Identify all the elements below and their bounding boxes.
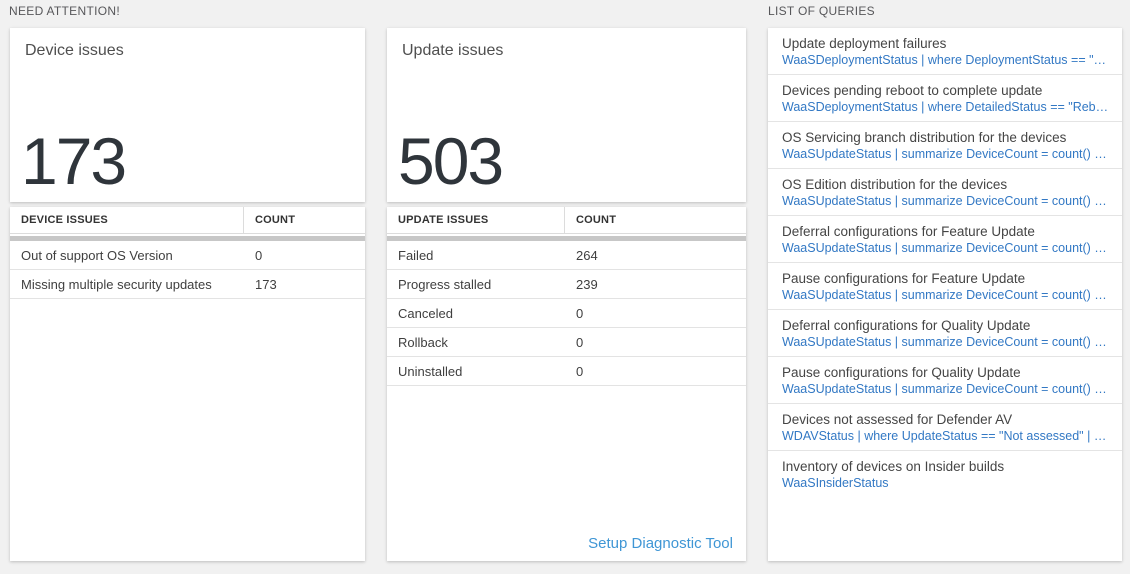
device-issues-count: 173: [21, 124, 127, 199]
row-count: 173: [255, 276, 277, 292]
row-label: Canceled: [398, 305, 453, 321]
query-list-item[interactable]: OS Servicing branch distribution for the…: [768, 122, 1122, 169]
query-title: Inventory of devices on Insider builds: [782, 459, 1005, 474]
row-label: Missing multiple security updates: [21, 276, 212, 292]
update-table-body: Failed 264 Progress stalled 239 Canceled…: [387, 241, 746, 386]
query-list: Update deployment failures WaaSDeploymen…: [768, 28, 1122, 498]
query-title: Devices pending reboot to complete updat…: [782, 83, 1043, 98]
query-list-item[interactable]: Inventory of devices on Insider builds W…: [768, 451, 1122, 498]
table-row[interactable]: Missing multiple security updates 173: [10, 270, 365, 299]
device-table-col-issue: DEVICE ISSUES: [10, 207, 244, 233]
query-title: Deferral configurations for Feature Upda…: [782, 224, 1035, 239]
row-label: Uninstalled: [398, 363, 463, 379]
query-text: WaaSUpdateStatus | summarize DeviceCount…: [782, 288, 1110, 302]
update-issues-tile[interactable]: Update issues 503: [387, 28, 746, 202]
device-issues-title: Device issues: [25, 42, 124, 59]
list-of-queries-card: Update deployment failures WaaSDeploymen…: [768, 28, 1122, 561]
query-text: WaaSDeploymentStatus | where DetailedSta…: [782, 100, 1110, 114]
query-text: WaaSUpdateStatus | summarize DeviceCount…: [782, 382, 1110, 396]
row-label: Rollback: [398, 334, 448, 350]
query-list-item[interactable]: Update deployment failures WaaSDeploymen…: [768, 28, 1122, 75]
table-row[interactable]: Progress stalled 239: [387, 270, 746, 299]
table-row[interactable]: Failed 264: [387, 241, 746, 270]
table-header-bar: [387, 236, 746, 241]
row-label: Progress stalled: [398, 276, 492, 292]
query-list-item[interactable]: Devices not assessed for Defender AV WDA…: [768, 404, 1122, 451]
query-list-item[interactable]: Pause configurations for Feature Update …: [768, 263, 1122, 310]
query-text: WaaSUpdateStatus | summarize DeviceCount…: [782, 241, 1110, 255]
query-title: Pause configurations for Quality Update: [782, 365, 1021, 380]
query-list-item[interactable]: Devices pending reboot to complete updat…: [768, 75, 1122, 122]
device-issues-tile[interactable]: Device issues 173: [10, 28, 365, 202]
query-title: OS Servicing branch distribution for the…: [782, 130, 1067, 145]
update-issues-table: UPDATE ISSUES COUNT Failed 264 Progress …: [387, 207, 746, 561]
query-list-item[interactable]: Deferral configurations for Quality Upda…: [768, 310, 1122, 357]
row-count: 264: [576, 247, 598, 263]
row-count: 0: [576, 363, 584, 379]
device-issues-table: DEVICE ISSUES COUNT Out of support OS Ve…: [10, 207, 365, 561]
update-table-header: UPDATE ISSUES COUNT: [387, 207, 746, 234]
need-attention-header: NEED ATTENTION!: [9, 4, 120, 18]
row-count: 0: [576, 334, 584, 350]
query-list-item[interactable]: OS Edition distribution for the devices …: [768, 169, 1122, 216]
row-label: Failed: [398, 247, 434, 263]
table-header-bar: [10, 236, 365, 241]
query-text: WaaSUpdateStatus | summarize DeviceCount…: [782, 335, 1110, 349]
table-row[interactable]: Rollback 0: [387, 328, 746, 357]
query-text: WaaSDeploymentStatus | where DeploymentS…: [782, 53, 1110, 67]
query-title: Deferral configurations for Quality Upda…: [782, 318, 1031, 333]
query-title: Update deployment failures: [782, 36, 947, 51]
query-title: Pause configurations for Feature Update: [782, 271, 1026, 286]
update-issues-title: Update issues: [402, 42, 504, 59]
table-row[interactable]: Canceled 0: [387, 299, 746, 328]
setup-diagnostic-tool-link[interactable]: Setup Diagnostic Tool: [588, 535, 733, 552]
query-text: WDAVStatus | where UpdateStatus == "Not …: [782, 429, 1110, 443]
query-text: WaaSUpdateStatus | summarize DeviceCount…: [782, 147, 1110, 161]
query-list-item[interactable]: Pause configurations for Quality Update …: [768, 357, 1122, 404]
row-count: 239: [576, 276, 598, 292]
update-issues-count: 503: [398, 124, 504, 199]
device-table-header: DEVICE ISSUES COUNT: [10, 207, 365, 234]
query-title: OS Edition distribution for the devices: [782, 177, 1008, 192]
update-table-col-issue: UPDATE ISSUES: [387, 207, 565, 233]
query-text: WaaSUpdateStatus | summarize DeviceCount…: [782, 194, 1110, 208]
query-text: WaaSInsiderStatus: [782, 476, 889, 490]
query-title: Devices not assessed for Defender AV: [782, 412, 1013, 427]
list-of-queries-header: LIST OF QUERIES: [768, 4, 875, 18]
row-label: Out of support OS Version: [21, 247, 173, 263]
device-table-body: Out of support OS Version 0 Missing mult…: [10, 241, 365, 299]
query-list-item[interactable]: Deferral configurations for Feature Upda…: [768, 216, 1122, 263]
table-row[interactable]: Uninstalled 0: [387, 357, 746, 386]
device-table-col-count: COUNT: [255, 214, 296, 226]
row-count: 0: [576, 305, 584, 321]
update-table-col-count: COUNT: [576, 214, 617, 226]
row-count: 0: [255, 247, 263, 263]
table-row[interactable]: Out of support OS Version 0: [10, 241, 365, 270]
